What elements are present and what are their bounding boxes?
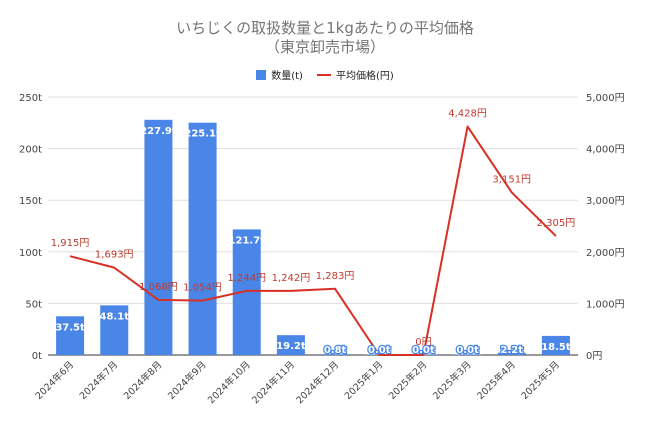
bar-data-label: 121.7t xyxy=(229,235,266,246)
x-tick-label: 2025年5月 xyxy=(519,359,562,402)
price-data-label: 0円 xyxy=(415,337,431,348)
bar-data-label: 37.5t xyxy=(55,322,85,333)
x-tick-label: 2025年4月 xyxy=(475,359,518,402)
price-data-label: 3,151円 xyxy=(492,174,531,185)
bar xyxy=(276,335,305,355)
x-tick-label: 2025年3月 xyxy=(430,359,473,402)
bar xyxy=(453,354,482,355)
bar xyxy=(188,122,217,355)
bar-data-label: 0.8t xyxy=(324,345,347,356)
x-tick-label: 2024年10月 xyxy=(205,359,253,407)
bar-data-label: 0.0t xyxy=(412,345,435,356)
bar-data-label: 18.5t xyxy=(541,342,571,353)
x-tick-label: 2024年9月 xyxy=(165,359,208,402)
x-tick-label: 2024年7月 xyxy=(77,359,120,402)
bar xyxy=(497,352,526,355)
bar-data-label: 227.9t xyxy=(140,126,177,137)
x-tick-label: 2024年12月 xyxy=(294,359,342,407)
y-left-tick-label: 0t xyxy=(32,351,42,362)
y-left-tick-label: 150t xyxy=(19,196,42,207)
x-tick-label: 2024年8月 xyxy=(121,359,164,402)
bar-data-label: 0.0t xyxy=(368,345,391,356)
price-data-label: 1,244円 xyxy=(227,273,266,284)
legend-item-quantity: 数量(t) xyxy=(256,67,303,82)
price-data-label: 1,915円 xyxy=(51,238,90,249)
bar xyxy=(144,119,173,356)
y-right-tick-label: 4,000円 xyxy=(586,145,625,156)
price-line xyxy=(69,125,557,356)
x-tick-label: 2024年11月 xyxy=(249,359,297,407)
bar-data-label: 48.1t xyxy=(100,311,130,322)
y-right-tick-label: 5,000円 xyxy=(586,93,625,104)
bar xyxy=(541,335,570,355)
legend-item-price: 平均価格(円) xyxy=(316,67,394,82)
bar xyxy=(100,305,129,355)
bar-data-label: 225.1t xyxy=(184,129,221,140)
y-right-tick-label: 3,000円 xyxy=(586,196,625,207)
x-tick-label: 2024年6月 xyxy=(33,359,76,402)
price-data-label: 1,283円 xyxy=(316,271,355,282)
legend-label-price: 平均価格(円) xyxy=(335,71,394,82)
y-left-tick-label: 50t xyxy=(25,299,42,310)
bar-data-label: 0.0t xyxy=(456,345,479,356)
price-data-label: 1,054円 xyxy=(183,283,222,294)
y-left-tick-label: 100t xyxy=(19,248,42,259)
x-tick-label: 2025年2月 xyxy=(386,359,429,402)
price-data-label: 4,428円 xyxy=(448,109,487,120)
bar xyxy=(56,316,85,355)
y-right-tick-label: 1,000円 xyxy=(586,299,625,310)
chart-subtitle: （東京卸売市場） xyxy=(264,38,385,56)
chart-title: いちじくの取扱数量と1kgあたりの平均価格 xyxy=(176,19,474,37)
bar xyxy=(321,354,350,355)
price-data-label: 2,305円 xyxy=(537,218,576,229)
y-right-tick-label: 2,000円 xyxy=(586,248,625,259)
bar-data-label: 19.2t xyxy=(276,341,306,352)
price-data-label: 1,068円 xyxy=(139,282,178,293)
price-data-label: 1,242円 xyxy=(272,273,311,284)
chart-legend: 数量(t) 平均価格(円) xyxy=(0,67,650,82)
bar-data-label: 2.2t xyxy=(501,345,524,356)
legend-label-quantity: 数量(t) xyxy=(271,71,303,82)
x-tick-label: 2025年1月 xyxy=(342,359,385,402)
y-left-tick-label: 250t xyxy=(19,93,42,104)
y-right-tick-label: 0円 xyxy=(586,351,602,362)
legend-swatch-bar xyxy=(256,69,267,80)
legend-swatch-line xyxy=(316,73,331,76)
y-left-tick-label: 200t xyxy=(19,145,42,156)
price-data-label: 1,693円 xyxy=(95,250,134,261)
